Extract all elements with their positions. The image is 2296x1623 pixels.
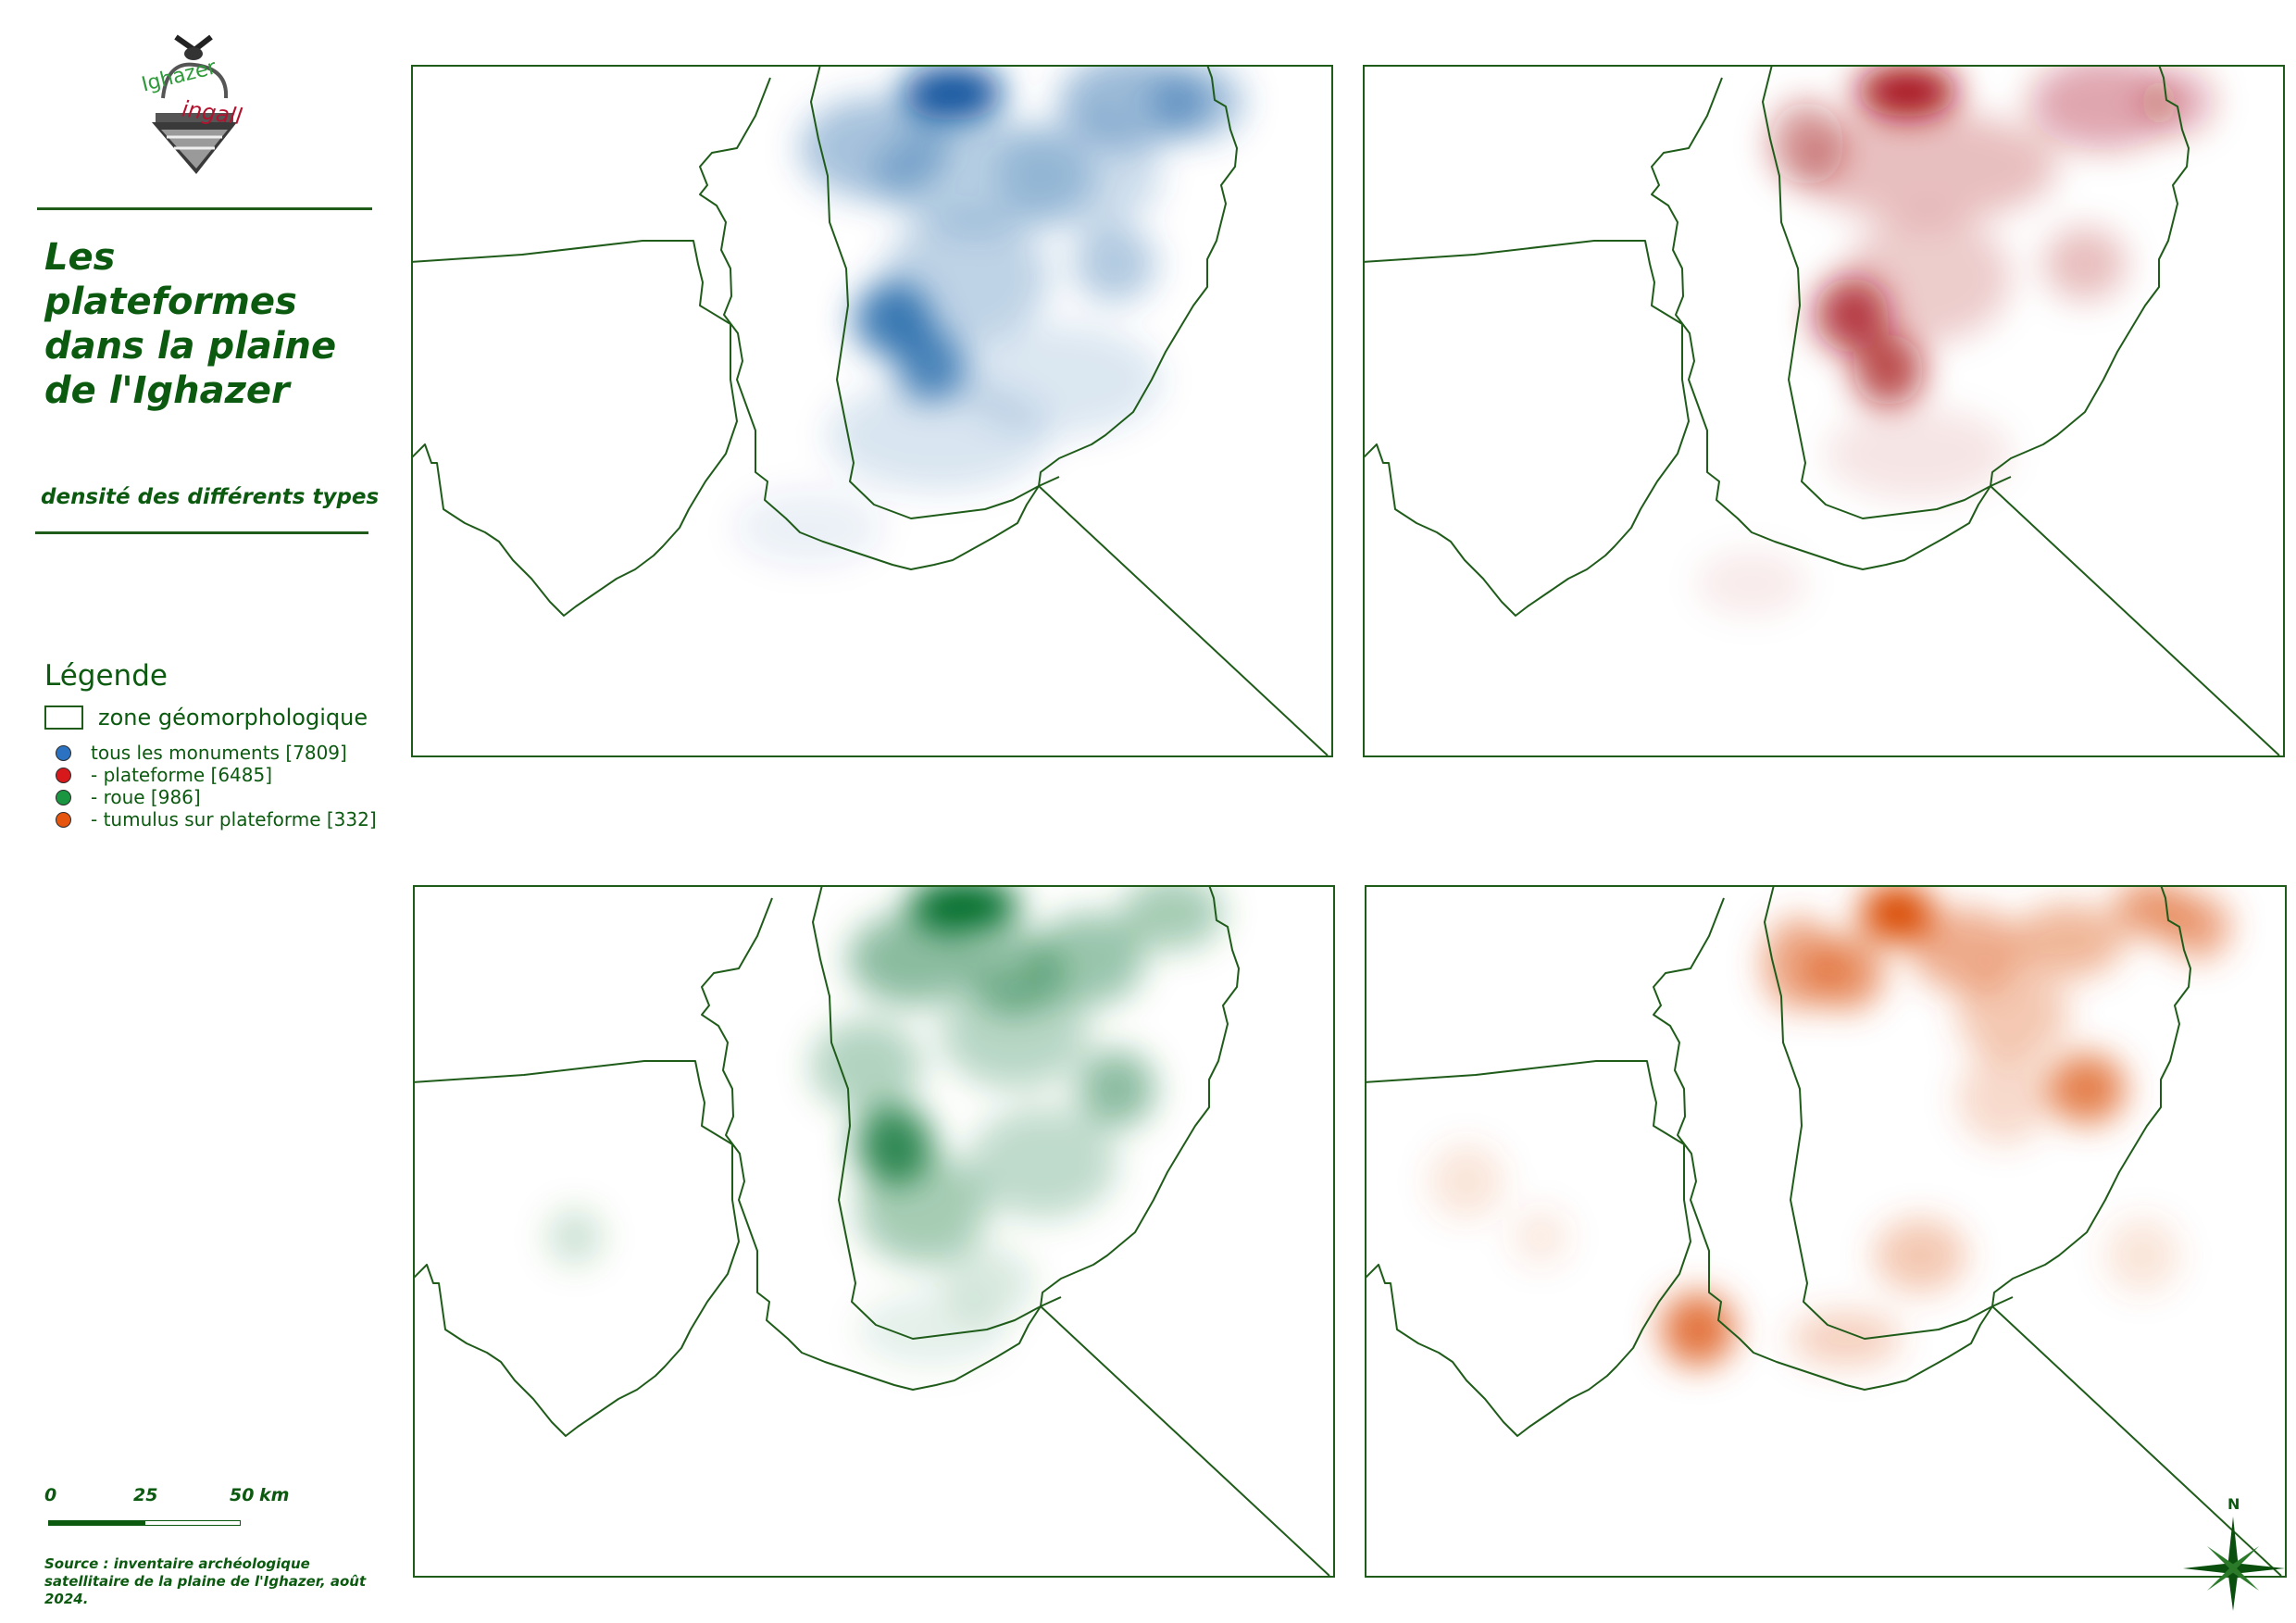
density-hotspot [811, 1019, 922, 1112]
legend-dot [56, 789, 71, 805]
legend-item-tumulus: - tumulus sur plateforme [332] [56, 808, 377, 830]
density-hotspot [1078, 1050, 1155, 1128]
zone-boundary [1653, 886, 2191, 1391]
page-title: Les plateformes dans la plaine de l'Igha… [44, 236, 337, 412]
scale-tick-50: 50 [230, 1485, 255, 1505]
zone-boundary [1038, 485, 1329, 756]
scale-bar: 0 25 50 km [44, 1485, 289, 1531]
density-map-all-monuments [411, 65, 1333, 757]
density-hotspot [1957, 968, 2068, 1061]
scale-segment-empty [144, 1520, 241, 1526]
density-hotspot [547, 1209, 603, 1265]
map-subtitle: densité des différents types [41, 485, 380, 509]
map-frame [1363, 65, 2285, 757]
density-hotspot [857, 1292, 1005, 1367]
logo-text-ighazer: Ighazer [139, 56, 219, 96]
density-map-roue [413, 885, 1335, 1578]
density-hotspot [1957, 1052, 2050, 1144]
legend-dot [56, 811, 71, 828]
source-note: Source : inventaire archéologique satell… [44, 1555, 367, 1607]
scale-unit: km [259, 1485, 290, 1505]
zone-boundary [1990, 485, 2280, 756]
density-hotspot [1429, 1144, 1504, 1218]
density-hotspot [941, 978, 1089, 1089]
legend-item-roue: - roue [986] [56, 786, 377, 808]
separator-top [37, 207, 372, 210]
density-hotspot [957, 324, 1161, 435]
density-hotspot [1809, 936, 1883, 1010]
density-hotspot [1874, 1218, 1966, 1292]
density-hotspot [1844, 213, 2011, 343]
density-hotspot [1121, 886, 1223, 950]
map-frame [1365, 885, 2287, 1578]
density-hotspot [2029, 66, 2177, 150]
density-hotspot [857, 1154, 987, 1265]
legend-item-all-monuments: tous les monuments [7809] [56, 742, 377, 764]
density-hotspot [1860, 886, 1934, 943]
density-hotspot [883, 213, 1050, 343]
density-hotspot [735, 491, 883, 565]
zone-boundary [810, 66, 1060, 519]
density-hotspot [1033, 913, 1144, 1005]
density-hotspot [1826, 407, 2011, 500]
legend-item-label: tous les monuments [7809] [91, 742, 347, 764]
zone-boundary [812, 886, 1062, 1340]
density-hotspot [2043, 227, 2127, 301]
density-hotspot [994, 120, 1161, 231]
density-hotspot [1856, 66, 1958, 117]
map-frame [413, 885, 1335, 1578]
zone-label: zone géomorphologique [98, 705, 368, 730]
legend-dot [56, 767, 71, 783]
density-hotspot [848, 913, 978, 1005]
legend-item-label: - tumulus sur plateforme [332] [91, 808, 377, 830]
density-hotspot [1513, 1209, 1568, 1265]
density-hotspot [968, 1107, 1117, 1218]
density-hotspot [2165, 894, 2230, 959]
separator-bottom [35, 531, 368, 534]
density-hotspot [1696, 551, 1807, 616]
scale-segment-filled [48, 1520, 144, 1526]
density-hotspot [2013, 904, 2124, 978]
zone-boundary [1366, 1060, 1691, 1437]
density-hotspot [902, 66, 1004, 120]
zone-symbol [44, 705, 83, 730]
legend-dot [56, 744, 71, 761]
scale-tick-0: 0 [44, 1485, 57, 1505]
zone-boundary [699, 66, 1238, 570]
legend-zone-entry: zone géomorphologique [44, 704, 368, 731]
legend-item-label: - plateforme [6485] [91, 764, 273, 786]
zone-boundary [412, 240, 738, 617]
density-map-tumulus [1365, 885, 2287, 1578]
ighazer-ingall-logo: Ighazer ingall [139, 33, 268, 181]
density-hotspot [2140, 69, 2215, 134]
zone-boundary [1762, 66, 2012, 519]
north-arrow-icon: N [2179, 1492, 2289, 1613]
density-hotspot [1911, 908, 2022, 992]
density-map-plateforme [1363, 65, 2285, 757]
density-hotspot [2105, 1218, 2179, 1292]
scale-tick-25: 25 [133, 1485, 158, 1505]
density-hotspot [2048, 1054, 2126, 1124]
zone-boundary [1364, 240, 1690, 617]
density-hotspot [1152, 66, 1244, 139]
legend-item-label: - roue [986] [91, 786, 201, 808]
map-frame [411, 65, 1333, 757]
density-hotspot [1073, 225, 1156, 303]
density-hotspot [1791, 1311, 1902, 1367]
zone-boundary [1040, 1305, 1330, 1577]
legend-title: Légende [44, 659, 168, 693]
zone-boundary [1764, 886, 2014, 1340]
zone-boundary [1651, 66, 2190, 570]
density-hotspot [1853, 335, 1924, 406]
zone-boundary [414, 1060, 740, 1437]
zone-boundary [701, 886, 1240, 1391]
density-hotspot [1661, 1292, 1735, 1367]
density-hotspot [1798, 111, 2057, 222]
legend-item-plateforme: - plateforme [6485] [56, 764, 377, 786]
legend-items: tous les monuments [7809] - plateforme [… [56, 742, 377, 830]
north-label: N [2227, 1495, 2240, 1513]
